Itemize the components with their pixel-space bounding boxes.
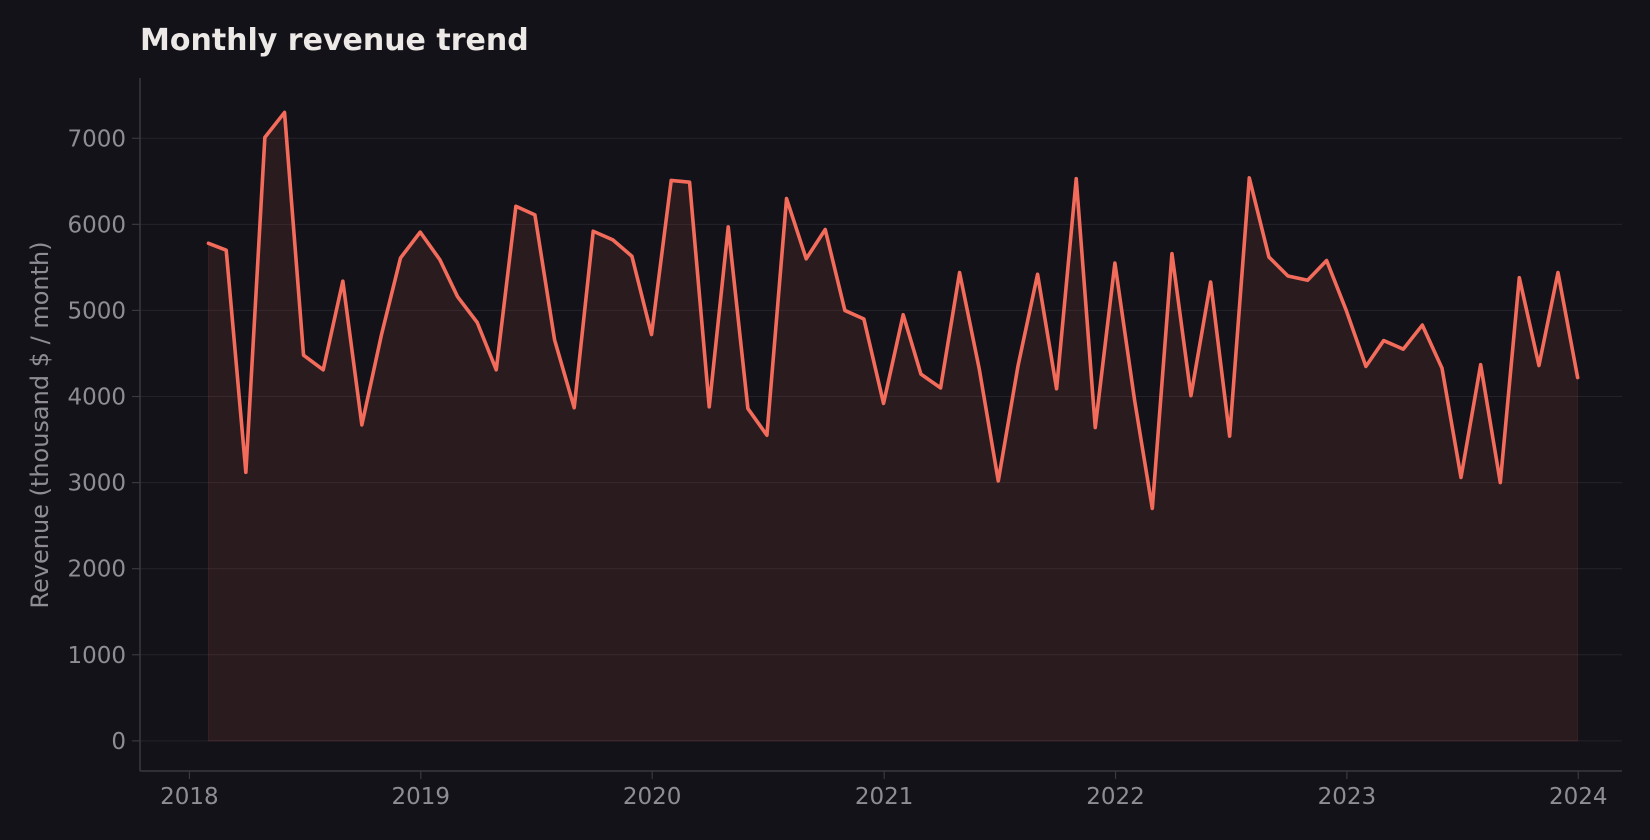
y-tick-label: 5000 [67,298,126,324]
line-layer [206,110,1580,511]
x-tick-label: 2020 [623,784,682,810]
series-area-0 [207,111,1579,742]
y-tick-label: 4000 [67,385,126,411]
chart-title: Monthly revenue trend [140,23,529,58]
y-tick-label: 6000 [67,212,126,238]
y-tick-labels: 0 1000 2000 3000 4000 5000 6000 7000 [67,126,126,755]
x-tick-label: 2023 [1318,784,1377,810]
x-tick-label: 2018 [160,784,219,810]
series-line-0 [206,110,1580,511]
y-tick-label: 3000 [67,471,126,497]
x-tick-labels: 2018 2019 2020 2021 2022 2023 2024 [160,784,1607,810]
x-tick-label: 2019 [392,784,451,810]
y-tick-label: 0 [111,729,126,755]
x-tick-label: 2022 [1086,784,1145,810]
y-axis-label: Revenue (thousand $ / month) [26,241,54,608]
axes [132,78,1622,779]
y-tick-label: 7000 [67,126,126,152]
x-tick-label: 2021 [855,784,914,810]
y-tick-label: 1000 [67,643,126,669]
area-fill-layer [207,111,1579,742]
x-tick-label: 2024 [1549,784,1608,810]
y-tick-label: 2000 [67,557,126,583]
